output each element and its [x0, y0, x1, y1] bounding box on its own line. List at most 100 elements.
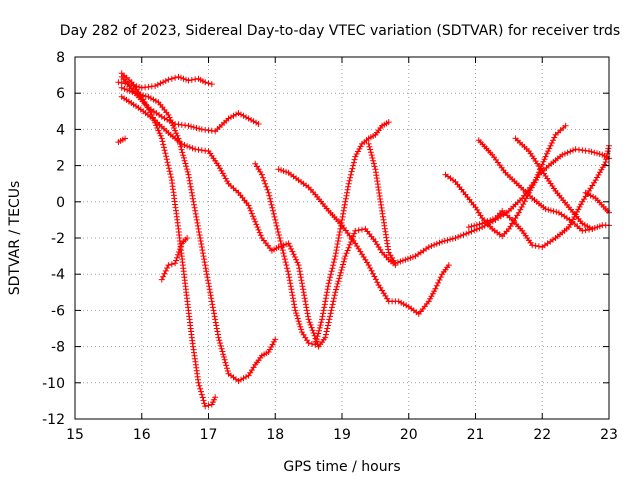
data-point: [203, 271, 210, 278]
series-line: [121, 96, 396, 348]
data-point: [341, 255, 348, 262]
data-point: [268, 201, 275, 208]
data-point: [368, 267, 375, 274]
data-point: [268, 344, 275, 350]
data-point: [202, 79, 209, 86]
data-point: [184, 143, 191, 150]
data-point: [206, 286, 213, 293]
data-point: [318, 319, 325, 326]
data-point: [186, 174, 192, 181]
data-point: [154, 81, 161, 88]
data-point: [189, 195, 196, 202]
data-point: [282, 259, 289, 266]
data-point: [177, 243, 184, 250]
data-point: [324, 286, 331, 293]
data-point: [204, 277, 211, 284]
data-point: [344, 247, 351, 254]
data-point: [184, 168, 191, 175]
data-point: [328, 268, 335, 275]
data-point: [176, 246, 183, 253]
data-point: [342, 253, 349, 260]
data-point: [186, 144, 193, 151]
data-point: [532, 242, 539, 249]
data-point: [160, 141, 167, 148]
data-point: [272, 216, 279, 223]
data-point: [444, 237, 451, 244]
data-point: [550, 208, 557, 215]
data-point: [403, 302, 410, 309]
data-point: [596, 151, 603, 157]
y-tick-label: -2: [51, 231, 65, 247]
data-point: [199, 250, 206, 257]
data-point: [465, 229, 472, 236]
data-point: [298, 326, 305, 333]
data-point: [162, 267, 169, 274]
data-point: [447, 236, 454, 243]
data-point: [332, 289, 339, 296]
data-point: [323, 331, 329, 338]
data-point: [201, 259, 208, 266]
series-5: [118, 93, 399, 350]
data-point: [321, 304, 328, 311]
data-point: [288, 289, 295, 296]
y-tick-label: -8: [51, 340, 65, 356]
data-point: [196, 125, 203, 132]
data-point: [274, 225, 281, 232]
data-point: [326, 316, 333, 323]
data-point: [605, 145, 612, 152]
data-point: [515, 209, 522, 216]
data-point: [166, 114, 173, 121]
data-point: [286, 277, 293, 284]
data-point: [331, 256, 338, 263]
data-point: [210, 307, 217, 314]
data-point: [283, 262, 290, 269]
data-point: [254, 224, 261, 231]
data-point: [260, 174, 266, 181]
data-point: [162, 77, 169, 84]
data-point: [374, 279, 381, 286]
data-point: [167, 117, 174, 124]
data-point: [300, 289, 307, 296]
data-point: [273, 222, 280, 229]
data-point: [258, 171, 265, 178]
data-point: [191, 204, 198, 211]
data-point: [247, 207, 254, 214]
data-point: [271, 213, 278, 220]
data-point: [243, 114, 249, 121]
data-point: [295, 262, 302, 269]
data-point: [314, 333, 321, 340]
data-point: [449, 235, 456, 242]
data-point: [473, 222, 480, 228]
data-point: [436, 239, 443, 246]
data-point: [157, 132, 164, 139]
data-point: [347, 171, 354, 178]
data-point: [177, 143, 184, 150]
data-point: [335, 278, 342, 285]
data-point: [202, 265, 209, 272]
data-point: [337, 269, 344, 276]
series-6: [252, 119, 392, 348]
data-point: [437, 274, 444, 281]
data-point: [465, 224, 472, 231]
data-point: [559, 151, 566, 158]
data-point: [311, 332, 318, 339]
data-point: [595, 171, 602, 178]
data-point: [174, 254, 180, 261]
data-point: [309, 340, 315, 347]
data-point: [317, 322, 324, 329]
data-point: [137, 91, 144, 98]
data-point: [193, 216, 200, 223]
data-point: [339, 264, 346, 271]
data-point: [264, 186, 271, 193]
data-point: [197, 385, 204, 392]
data-point: [178, 140, 185, 147]
data-point: [586, 224, 593, 231]
data-point: [124, 86, 131, 93]
data-point: [185, 122, 192, 129]
data-point: [172, 260, 179, 267]
data-point: [196, 382, 203, 389]
data-point: [118, 84, 125, 91]
data-point: [185, 77, 192, 84]
data-point: [291, 304, 298, 311]
data-point: [463, 230, 470, 237]
